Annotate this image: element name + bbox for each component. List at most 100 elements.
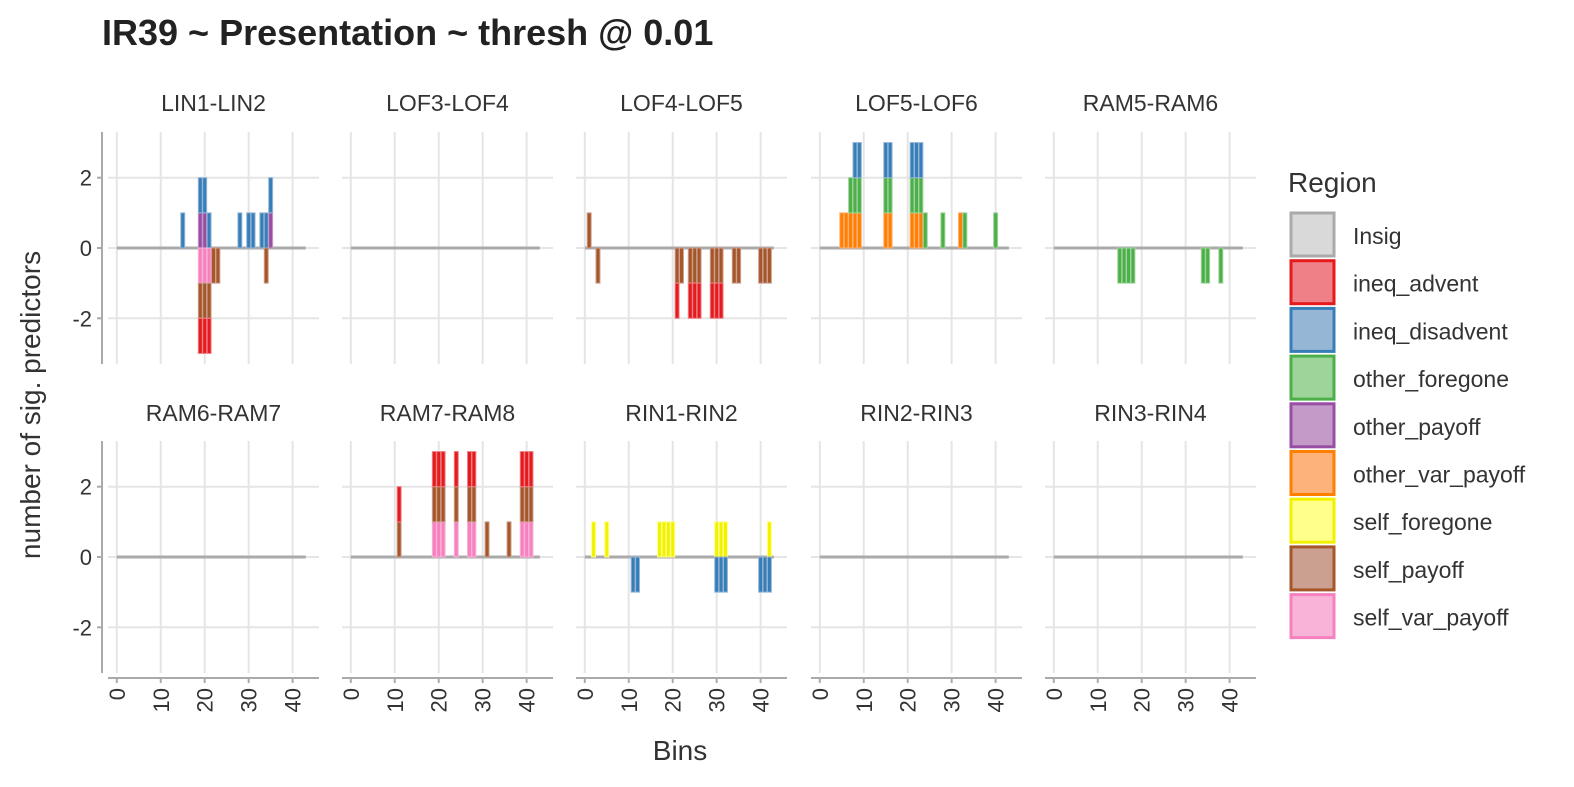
legend-label: self_payoff xyxy=(1353,557,1464,583)
bar-segment-ineq_advent xyxy=(436,451,442,488)
bar-segment-self_payoff xyxy=(762,247,768,284)
bar-segment-self_payoff xyxy=(687,247,693,284)
facet-strip-label: LOF5-LOF6 xyxy=(855,90,978,116)
bar-segment-other_foregone xyxy=(1130,247,1136,284)
bar-segment-ineq_advent xyxy=(396,486,402,523)
bar-segment-ineq_disadvent xyxy=(202,177,208,214)
bar-segment-other_var_payoff xyxy=(856,212,862,249)
facet-strip-label: RIN1-RIN2 xyxy=(625,400,737,426)
facet-strip-label: RAM5-RAM6 xyxy=(1083,90,1218,116)
bar-segment-other_var_payoff xyxy=(883,212,889,249)
bar-segment-self_payoff xyxy=(595,247,601,284)
bar-segment-ineq_disadvent xyxy=(887,142,893,179)
bar-segment-self_foregone xyxy=(766,521,772,558)
facet-strip-label: RIN2-RIN3 xyxy=(860,400,972,426)
x-tick-label: 10 xyxy=(1086,688,1111,712)
bar-segment-self_payoff xyxy=(709,247,715,284)
bar-segment-self_foregone xyxy=(665,521,671,558)
legend-key-self_var_payoff xyxy=(1289,593,1336,640)
x-tick-label: 30 xyxy=(705,688,730,712)
facet-strip-label: LIN1-LIN2 xyxy=(161,90,266,116)
bar-segment-ineq_advent xyxy=(674,282,680,319)
y-tick-label: 2 xyxy=(80,475,92,500)
x-tick-label: 0 xyxy=(808,688,833,700)
bar-segment-self_payoff xyxy=(453,486,459,523)
legend-label: self_var_payoff xyxy=(1353,605,1509,631)
bar-segment-self_payoff xyxy=(211,247,216,284)
bar-segment-self_var_payoff xyxy=(197,247,203,284)
bar-segment-self_var_payoff xyxy=(519,521,525,558)
x-tick-label: 20 xyxy=(896,688,921,712)
x-tick-label: 0 xyxy=(105,688,130,700)
bar-segment-ineq_disadvent xyxy=(714,556,720,593)
x-tick-label: 40 xyxy=(1218,688,1243,712)
bar-segment-self_var_payoff xyxy=(431,521,437,558)
x-tick-label: 40 xyxy=(281,688,306,712)
x-tick-label: 20 xyxy=(661,688,686,712)
bar-segment-ineq_advent xyxy=(206,317,212,354)
bar-segment-ineq_advent xyxy=(202,317,208,354)
bar-segment-self_payoff xyxy=(431,486,437,523)
bar-segment-ineq_advent xyxy=(440,451,446,488)
facet-strip-label: LOF4-LOF5 xyxy=(620,90,743,116)
x-tick-label: 40 xyxy=(749,688,774,712)
bar-segment-ineq_disadvent xyxy=(766,556,772,593)
bar-segment-self_payoff xyxy=(436,486,442,523)
y-tick-label: -2 xyxy=(72,306,92,331)
bar-segment-ineq_advent xyxy=(431,451,437,488)
bar-segment-ineq_disadvent xyxy=(883,142,889,179)
legend-label: ineq_disadvent xyxy=(1353,318,1508,344)
bar-segment-self_payoff xyxy=(718,247,724,284)
y-tick-label: 0 xyxy=(80,236,92,261)
bar-segment-other_payoff xyxy=(202,212,208,249)
bar-segment-other_payoff xyxy=(197,212,203,249)
bar-segment-other_var_payoff xyxy=(909,212,915,249)
bar-segment-other_foregone xyxy=(1117,247,1123,284)
bar-segment-self_var_payoff xyxy=(453,521,459,558)
bar-segment-self_payoff xyxy=(766,247,772,284)
bar-segment-self_foregone xyxy=(714,521,720,558)
legend-label: other_var_payoff xyxy=(1353,462,1526,488)
x-tick-label: 30 xyxy=(471,688,496,712)
bar-segment-ineq_disadvent xyxy=(259,212,265,249)
bar-segment-ineq_advent xyxy=(709,282,715,319)
y-axis-title: number of sig. predictors xyxy=(15,251,46,559)
x-tick-label: 40 xyxy=(984,688,1009,712)
bar-segment-self_payoff xyxy=(202,282,208,319)
y-tick-label: 2 xyxy=(80,166,92,191)
bar-segment-self_payoff xyxy=(396,521,402,558)
legend-key-ineq_advent xyxy=(1289,259,1336,306)
bar-segment-other_foregone xyxy=(856,177,862,214)
bar-segment-self_foregone xyxy=(722,521,728,558)
x-tick-label: 20 xyxy=(193,688,218,712)
bar-segment-ineq_disadvent xyxy=(180,212,186,249)
bar-segment-other_foregone xyxy=(852,177,858,214)
bar-segment-self_payoff xyxy=(586,212,592,249)
bar-segment-other_foregone xyxy=(1205,247,1211,284)
facet-strip-label: RAM6-RAM7 xyxy=(146,400,281,426)
bar-segment-ineq_disadvent xyxy=(914,142,919,179)
bar-segment-self_payoff xyxy=(471,486,477,523)
x-tick-label: 30 xyxy=(1174,688,1199,712)
bar-segment-self_payoff xyxy=(524,486,530,523)
bar-segment-other_foregone xyxy=(883,177,889,214)
bar-segment-other_foregone xyxy=(918,177,924,214)
facet-panel: RAM5-RAM6 xyxy=(1045,90,1256,364)
facet-panel: LOF4-LOF5 xyxy=(576,90,787,364)
bar-segment-ineq_disadvent xyxy=(909,142,915,179)
bar-segment-self_var_payoff xyxy=(467,521,472,558)
bar-segment-self_foregone xyxy=(670,521,676,558)
bar-segment-ineq_disadvent xyxy=(635,556,641,593)
bar-segment-ineq_disadvent xyxy=(206,212,212,249)
legend-key-other_payoff xyxy=(1289,402,1336,449)
legend-label: other_payoff xyxy=(1353,414,1481,440)
bar-segment-ineq_disadvent xyxy=(237,212,243,249)
bar-segment-ineq_advent xyxy=(524,451,530,488)
bar-segment-ineq_advent xyxy=(471,451,477,488)
bar-segment-ineq_disadvent xyxy=(246,212,252,249)
bar-segment-self_payoff xyxy=(731,247,737,284)
bar-segment-self_var_payoff xyxy=(528,521,534,558)
bar-segment-ineq_disadvent xyxy=(197,177,203,214)
